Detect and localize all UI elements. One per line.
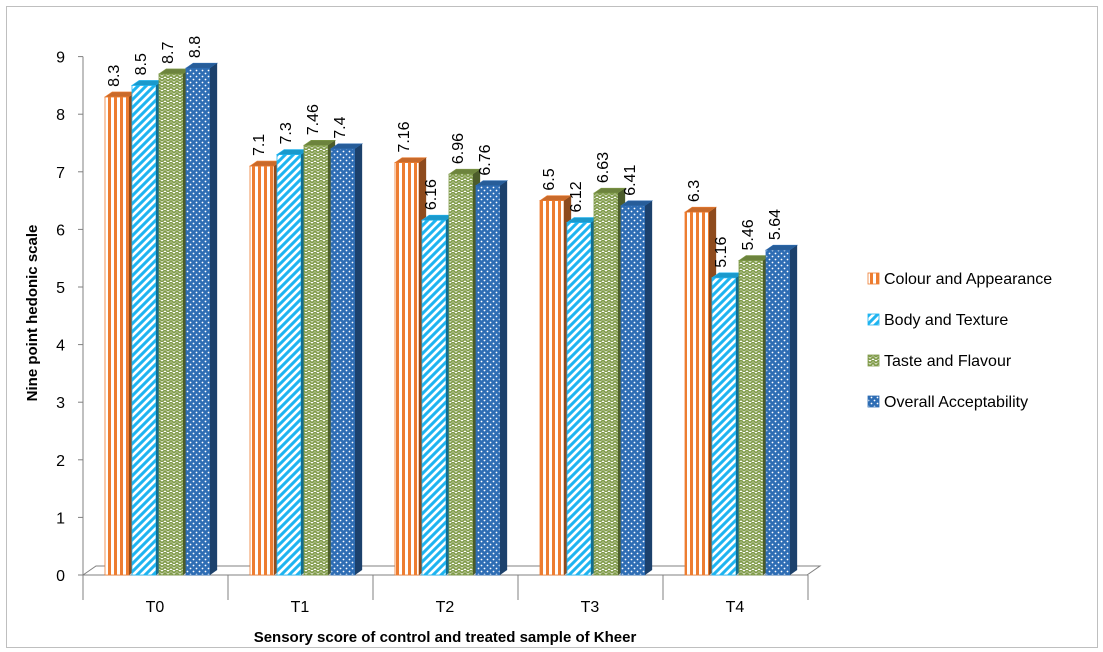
y-tick-label: 6 — [56, 222, 65, 239]
bar — [684, 206, 718, 576]
bar — [185, 62, 219, 576]
legend-label: Overall Acceptability — [884, 394, 1028, 411]
bar-front — [158, 73, 184, 576]
bar-side — [355, 143, 363, 575]
legend-swatch — [867, 272, 880, 285]
data-label: 8.8 — [187, 36, 204, 58]
bar — [475, 180, 509, 576]
data-label: 8.3 — [106, 65, 123, 87]
bar — [421, 214, 455, 576]
bar-front — [448, 173, 474, 576]
y-tick-label: 3 — [56, 395, 65, 412]
y-tick-label: 5 — [56, 280, 65, 297]
bar — [765, 244, 799, 576]
data-labels-layer: 8.3 8.5 8.7 8.8 7.1 7.3 7.46 7.4 7.16 6.16 6.96 6.7… — [106, 36, 784, 268]
bar-front — [566, 222, 592, 576]
data-label: 6.3 — [686, 180, 703, 202]
y-tick-label: 8 — [56, 107, 65, 124]
x-tick-label: T4 — [726, 599, 745, 616]
data-label: 6.12 — [568, 181, 585, 212]
data-label: 6.41 — [622, 165, 639, 196]
bar-front — [394, 162, 420, 576]
x-axis-title: Sensory score of control and treated sam… — [254, 629, 637, 646]
legend-label: Taste and Flavour — [884, 353, 1012, 370]
bar-front — [330, 148, 356, 576]
bar-front — [303, 144, 329, 576]
bar-side — [645, 200, 653, 576]
y-tick-label: 0 — [56, 568, 65, 585]
data-label: 5.16 — [713, 237, 730, 268]
data-label: 7.1 — [251, 134, 268, 156]
data-label: 6.16 — [423, 179, 440, 210]
data-label: 6.63 — [595, 152, 612, 183]
bar-front — [104, 96, 130, 576]
bar — [104, 91, 138, 576]
data-label: 6.76 — [477, 144, 494, 175]
bar-front — [185, 67, 211, 576]
legend-item: Taste and Flavour — [867, 353, 1012, 370]
legend: Colour and Appearance Body and Texture Tas… — [867, 271, 1052, 411]
x-tick-label: T3 — [581, 599, 600, 616]
legend-swatch — [867, 395, 880, 408]
bar — [131, 80, 165, 576]
bar-front — [421, 219, 447, 576]
bar — [330, 143, 364, 576]
y-tick-label: 7 — [56, 165, 65, 182]
legend-swatch — [867, 354, 880, 367]
x-tick-label: T2 — [436, 599, 455, 616]
bar-front — [765, 249, 791, 576]
data-label: 6.5 — [541, 168, 558, 190]
legend-label: Colour and Appearance — [884, 271, 1052, 288]
bar-front — [711, 277, 737, 576]
bar-front — [276, 154, 302, 576]
bar — [448, 168, 482, 576]
y-tick-label: 4 — [56, 338, 65, 355]
bar — [303, 140, 337, 576]
data-label: 6.96 — [450, 133, 467, 164]
bar — [620, 200, 654, 576]
bar-front — [620, 205, 646, 576]
bar-front — [684, 211, 710, 576]
data-label: 5.64 — [767, 209, 784, 240]
legend-item: Overall Acceptability — [867, 394, 1028, 411]
y-tick-label: 2 — [56, 453, 65, 470]
x-tick-label: T0 — [146, 599, 165, 616]
data-label: 7.3 — [278, 122, 295, 144]
bar-front — [539, 200, 565, 576]
bar — [566, 217, 600, 576]
data-label: 5.46 — [740, 219, 757, 250]
data-label: 8.5 — [133, 53, 150, 75]
data-label: 7.46 — [305, 104, 322, 135]
bar-side — [790, 245, 798, 575]
legend-item: Colour and Appearance — [867, 271, 1052, 288]
bar-front — [131, 85, 157, 576]
bar-front — [738, 260, 764, 576]
bar — [539, 195, 573, 576]
y-tick-label: 9 — [56, 50, 65, 67]
bar-side — [500, 180, 508, 575]
bar — [276, 149, 310, 576]
legend-item: Body and Texture — [867, 312, 1008, 329]
bar-front — [593, 192, 619, 576]
data-label: 8.7 — [160, 42, 177, 64]
data-label: 7.16 — [396, 121, 413, 152]
legend-label: Body and Texture — [884, 312, 1008, 329]
x-tick-label: T1 — [291, 599, 310, 616]
bar-front — [249, 165, 275, 576]
y-tick-label: 1 — [56, 510, 65, 527]
bar-front — [475, 185, 501, 576]
bar — [711, 272, 745, 576]
bar — [593, 187, 627, 576]
bars-layer — [104, 62, 799, 576]
data-label: 7.4 — [332, 116, 349, 138]
bar — [158, 68, 192, 576]
bar-side — [210, 63, 218, 576]
legend-swatch — [867, 313, 880, 326]
bar — [249, 160, 283, 576]
bar — [738, 255, 772, 576]
y-axis-title: Nine point hedonic scale — [24, 225, 41, 402]
